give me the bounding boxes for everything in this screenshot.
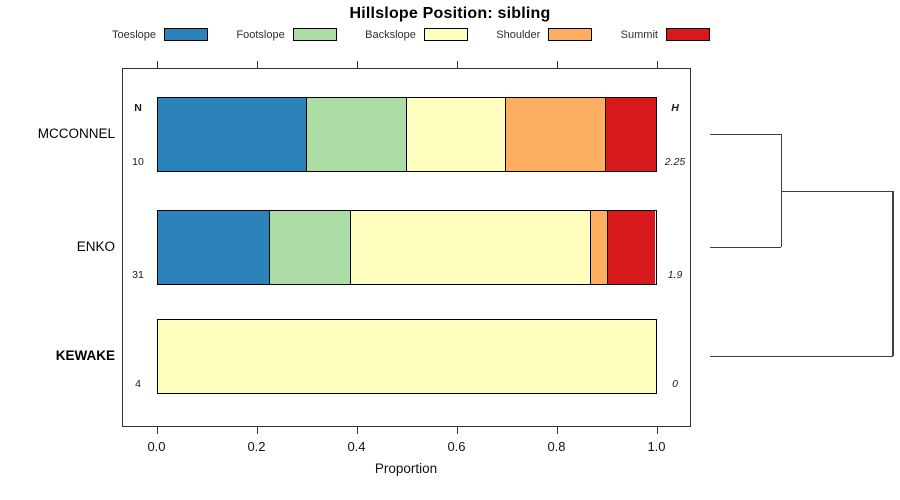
x-axis-tick-label: 0.0 (147, 439, 166, 454)
legend-entry-footslope: Footslope (236, 28, 337, 41)
x-axis-tick-label: 0.6 (447, 439, 466, 454)
x-axis-tick-label: 0.8 (547, 439, 566, 454)
dendrogram-branch-enko (710, 247, 781, 248)
n-value-kewake: 4 (135, 378, 141, 390)
n-value-mcconnel: 10 (132, 156, 144, 168)
legend-swatch-backslope (423, 28, 468, 41)
legend-swatch-shoulder (548, 28, 593, 41)
x-axis-tick-top (556, 61, 558, 68)
stacked-bar-mcconnel (156, 97, 657, 172)
bar-segment-backslope (157, 320, 656, 393)
bar-segment-footslope (269, 211, 350, 284)
stacked-bar-enko (156, 210, 657, 285)
legend-swatch-summit (665, 28, 710, 41)
x-axis-tick-bottom (456, 427, 458, 434)
legend-label: Backslope (365, 28, 416, 41)
chart-title: Hillslope Position: sibling (349, 5, 551, 22)
legend-entry-backslope: Backslope (365, 28, 468, 41)
bar-segment-backslope (349, 211, 590, 284)
dendrogram-branch-kewake (710, 356, 893, 357)
dendrogram-merge1-to-merge2 (780, 190, 893, 192)
x-axis-tick-top (356, 61, 358, 68)
bar-segment-backslope (405, 98, 506, 171)
x-axis-tick-label: 1.0 (647, 439, 666, 454)
bar-segment-shoulder (589, 211, 607, 284)
legend-entry-toeslope: Toeslope (112, 28, 209, 41)
legend-entry-shoulder: Shoulder (496, 28, 593, 41)
x-axis-tick-bottom (356, 427, 358, 434)
x-axis-tick-top (656, 61, 658, 68)
legend: Toeslope Footslope Backslope Shoulder Summit (112, 26, 710, 43)
bar-segment-toeslope (157, 211, 270, 284)
legend-label: Shoulder (496, 28, 541, 41)
h-value-mcconnel: 2.25 (664, 156, 686, 168)
bar-segment-footslope (305, 98, 406, 171)
legend-label: Footslope (236, 28, 285, 41)
row-label-enko: ENKO (76, 239, 115, 254)
x-axis-tick-bottom (656, 427, 658, 434)
x-axis-tick-top (456, 61, 458, 68)
legend-swatch-footslope (292, 28, 337, 41)
legend-swatch-toeslope (164, 28, 209, 41)
legend-label: Toeslope (112, 28, 157, 41)
x-axis-tick-label: 0.2 (247, 439, 266, 454)
x-axis-tick-bottom (256, 427, 258, 434)
legend-entry-summit: Summit (621, 28, 710, 41)
n-value-enko: 31 (132, 269, 144, 281)
x-axis-tick-top (256, 61, 258, 68)
x-axis-title: Proportion (374, 461, 438, 476)
row-label-mcconnel: MCCONNEL (37, 126, 115, 141)
dendrogram-branch-mcconnel (710, 134, 781, 135)
x-axis-tick-bottom (156, 427, 158, 434)
dendrogram-merge2-vertical (892, 190, 894, 356)
x-axis-tick-bottom (556, 427, 558, 434)
n-column-header: N (134, 102, 142, 114)
bar-segment-toeslope (157, 98, 306, 171)
bar-segment-summit (605, 98, 656, 171)
row-label-kewake: KEWAKE (55, 348, 115, 363)
stacked-bar-kewake (156, 319, 657, 394)
bar-segment-shoulder (505, 98, 606, 171)
x-axis-tick-top (156, 61, 158, 68)
h-value-kewake: 0 (672, 378, 678, 390)
bar-segment-summit (606, 211, 656, 284)
x-axis-tick-label: 0.4 (347, 439, 366, 454)
h-value-enko: 1.9 (667, 269, 683, 281)
h-column-header: H (671, 102, 679, 114)
plot-area-border (122, 68, 691, 427)
legend-label: Summit (620, 28, 658, 41)
